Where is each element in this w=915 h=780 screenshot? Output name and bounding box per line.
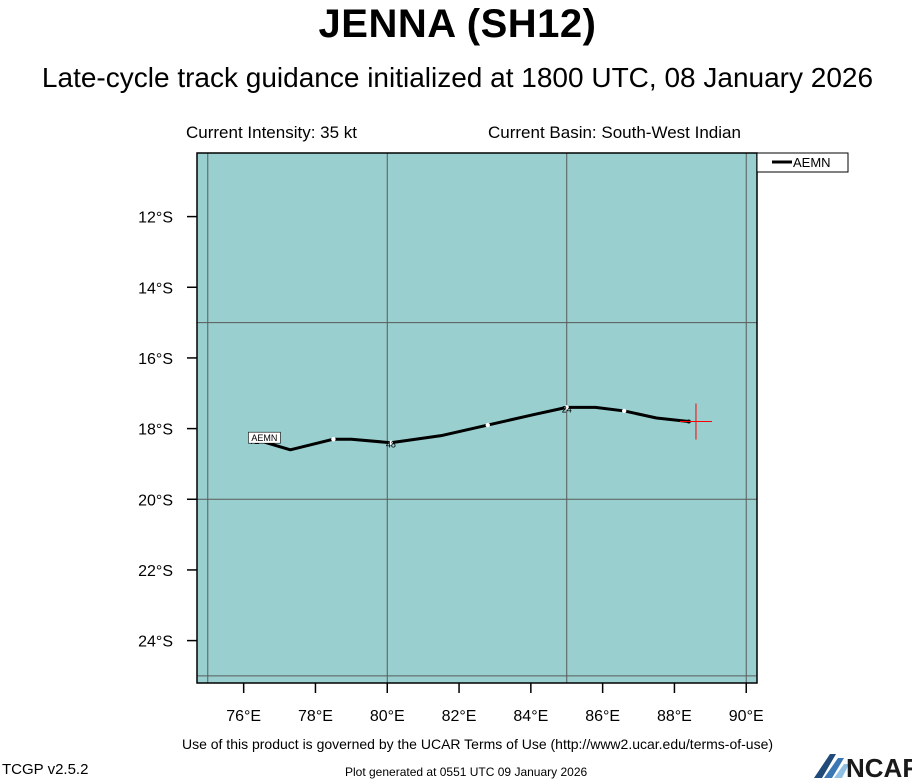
track-dot: [331, 437, 336, 442]
x-tick-label: 86°E: [585, 708, 620, 725]
x-tick-label: 88°E: [657, 708, 692, 725]
y-tick-label: 18°S: [138, 422, 173, 439]
y-tick-label: 22°S: [138, 563, 173, 580]
y-tick-label: 16°S: [138, 351, 173, 368]
terms-of-use: Use of this product is governed by the U…: [181, 736, 774, 752]
track-dot: [388, 440, 394, 445]
ncar-logo: NCAR: [814, 753, 912, 780]
track-dot: [564, 405, 569, 410]
legend: AEMN: [756, 152, 849, 173]
y-tick-label: 20°S: [138, 492, 173, 509]
legend-label-aemn: AEMN: [793, 155, 831, 170]
x-tick-label: 90°E: [729, 708, 764, 725]
ncar-logo-mark: [814, 754, 849, 778]
forecast-hour-label: 24: [562, 404, 572, 414]
x-tick-label: 76°E: [226, 708, 261, 725]
gridlines: [197, 153, 757, 683]
x-tick-label: 84°E: [513, 708, 548, 725]
x-tick-label: 78°E: [298, 708, 333, 725]
ncar-logo-text: NCAR: [846, 753, 912, 780]
page-title: JENNA (SH12): [318, 2, 597, 46]
y-tick-label: 14°S: [138, 280, 173, 297]
y-tick-label: 12°S: [138, 210, 173, 227]
version-label: TCGP v2.5.2: [2, 761, 89, 778]
x-tick-label: 82°E: [442, 708, 477, 725]
current-basin: Current Basin: South-West Indian: [488, 123, 741, 142]
x-tick-label: 80°E: [370, 708, 405, 725]
map-frame: [196, 152, 758, 684]
hour-markers: 244872AEMN: [248, 404, 691, 450]
ocean-background: [197, 153, 757, 683]
legend-box: [756, 152, 849, 173]
y-tick-label: 24°S: [138, 634, 173, 651]
forecast-hour-label: 48: [386, 440, 396, 450]
generated-time: Plot generated at 0551 UTC 09 January 20…: [345, 765, 588, 779]
track-end-label-box: [248, 431, 281, 444]
track-end-label: AEMN: [251, 433, 277, 443]
current-intensity: Current Intensity: 35 kt: [186, 123, 358, 142]
page-subtitle: Late-cycle track guidance initialized at…: [41, 62, 874, 93]
track-dot: [621, 408, 627, 414]
current-position-marker: [679, 403, 712, 440]
axes: 76°E 78°E 80°E 82°E 84°E 86°E 88°E 90°E 12°S 14°S…: [138, 210, 764, 725]
track-dot: [485, 422, 490, 428]
